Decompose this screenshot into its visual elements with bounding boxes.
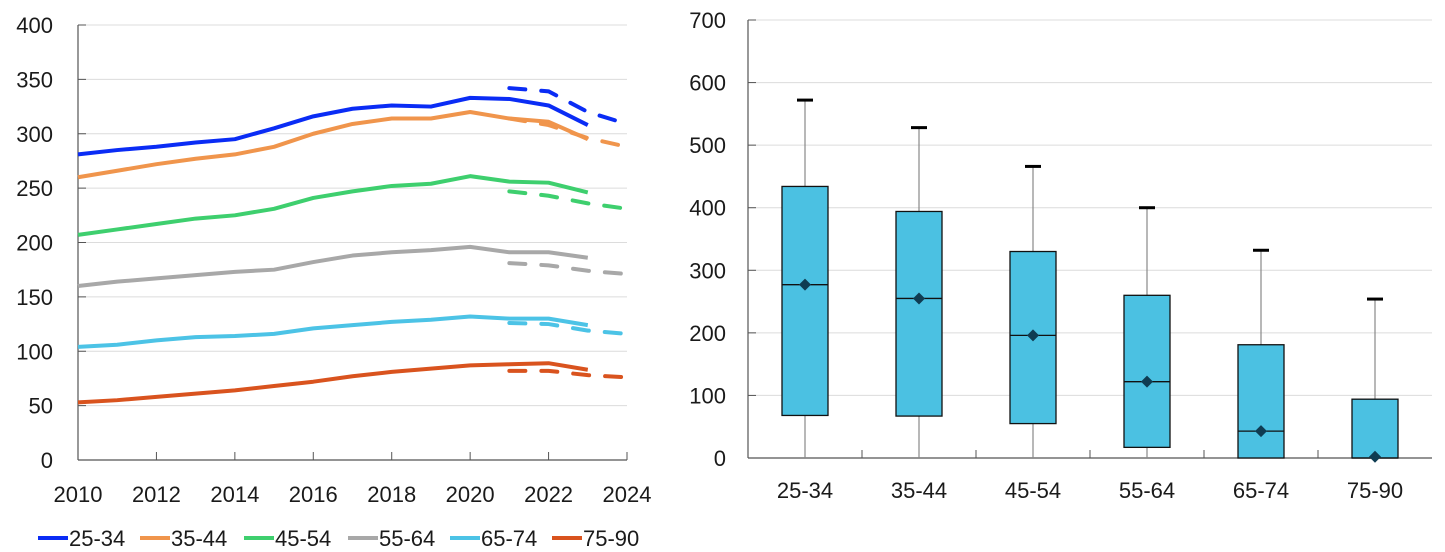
box-iqr: [1123, 294, 1171, 449]
box-25-34: 25-34: [777, 98, 833, 503]
series-dashed-line-25-34: [507, 86, 629, 126]
y-tick-label: 600: [689, 71, 726, 96]
x-tick-label: 2018: [367, 482, 416, 507]
y-tick-label: 350: [16, 67, 53, 92]
box-chart: 0 100 200 300 400 500 600 700 25-34 35-44 45-54 55-…: [689, 8, 1432, 503]
mean-marker: [1027, 329, 1039, 342]
mean-marker: [1141, 375, 1153, 388]
y-tick-label: 700: [689, 8, 726, 33]
x-tick-label: 2010: [54, 482, 103, 507]
legend-label: 25-34: [69, 526, 125, 551]
x-tick-label: 2024: [603, 482, 652, 507]
category-label: 35-44: [891, 478, 947, 503]
box-iqr: [1237, 344, 1285, 459]
y-tick-label: 400: [16, 13, 53, 38]
legend-label: 45-54: [275, 526, 331, 551]
legend-label: 55-64: [379, 526, 435, 551]
x-tick-label: 2020: [446, 482, 495, 507]
box-iqr: [1351, 398, 1399, 459]
box-75-90: 75-90: [1347, 297, 1403, 503]
mean-marker: [913, 292, 925, 305]
category-label: 75-90: [1347, 478, 1403, 503]
series-line-65-74: [77, 314, 589, 349]
series-dashed-line-35-44: [507, 116, 629, 149]
x-tick-label: 2022: [524, 482, 573, 507]
legend-item: 35-44: [140, 526, 227, 551]
category-label: 65-74: [1233, 478, 1289, 503]
box-65-74: 65-74: [1233, 248, 1289, 503]
mean-marker: [1369, 450, 1381, 463]
mean-marker: [1255, 425, 1267, 438]
y-tick-label: 300: [689, 258, 726, 283]
line-chart: 0 50 100 150 200 250 300 350 400 2010 2012 2014 2016…: [16, 13, 651, 551]
series-dashed-line-45-54: [507, 189, 629, 211]
category-label: 25-34: [777, 478, 833, 503]
series-line-25-34: [77, 95, 589, 157]
y-tick-label: 0: [714, 446, 726, 471]
legend-item: 65-74: [450, 526, 537, 551]
series-dashed-line-55-64: [507, 261, 629, 277]
x-tick-label: 2012: [132, 482, 181, 507]
series-line-75-90: [77, 361, 589, 405]
legend-label: 35-44: [171, 526, 227, 551]
box-45-54: 45-54: [1005, 164, 1061, 503]
box-iqr: [895, 210, 943, 417]
category-label: 45-54: [1005, 478, 1061, 503]
y-tick-label: 300: [16, 122, 53, 147]
series-line-55-64: [77, 244, 589, 288]
legend-item: 55-64: [348, 526, 435, 551]
y-tick-label: 500: [689, 133, 726, 158]
series-dashed-line-75-90: [507, 368, 629, 380]
y-tick-label: 200: [16, 231, 53, 256]
box-55-64: 55-64: [1119, 206, 1175, 503]
y-tick-label: 250: [16, 176, 53, 201]
box-35-44: 35-44: [891, 126, 947, 503]
y-tick-label: 150: [16, 285, 53, 310]
category-label: 55-64: [1119, 478, 1175, 503]
legend-item: 45-54: [244, 526, 331, 551]
series-dashed-line-65-74: [507, 320, 629, 336]
series-line-35-44: [77, 110, 589, 180]
y-tick-label: 100: [689, 383, 726, 408]
mean-marker: [799, 278, 811, 291]
x-tick-label: 2016: [289, 482, 338, 507]
box-iqr: [781, 185, 829, 417]
y-tick-label: 0: [41, 448, 53, 473]
legend-label: 75-90: [583, 526, 639, 551]
y-tick-label: 400: [689, 196, 726, 221]
y-tick-label: 200: [689, 321, 726, 346]
legend-item: 75-90: [552, 526, 639, 551]
y-tick-label: 50: [29, 394, 53, 419]
x-tick-label: 2014: [210, 482, 259, 507]
legend-label: 65-74: [481, 526, 537, 551]
y-tick-label: 100: [16, 339, 53, 364]
series-line-45-54: [77, 174, 589, 237]
legend-item: 25-34: [38, 526, 125, 551]
